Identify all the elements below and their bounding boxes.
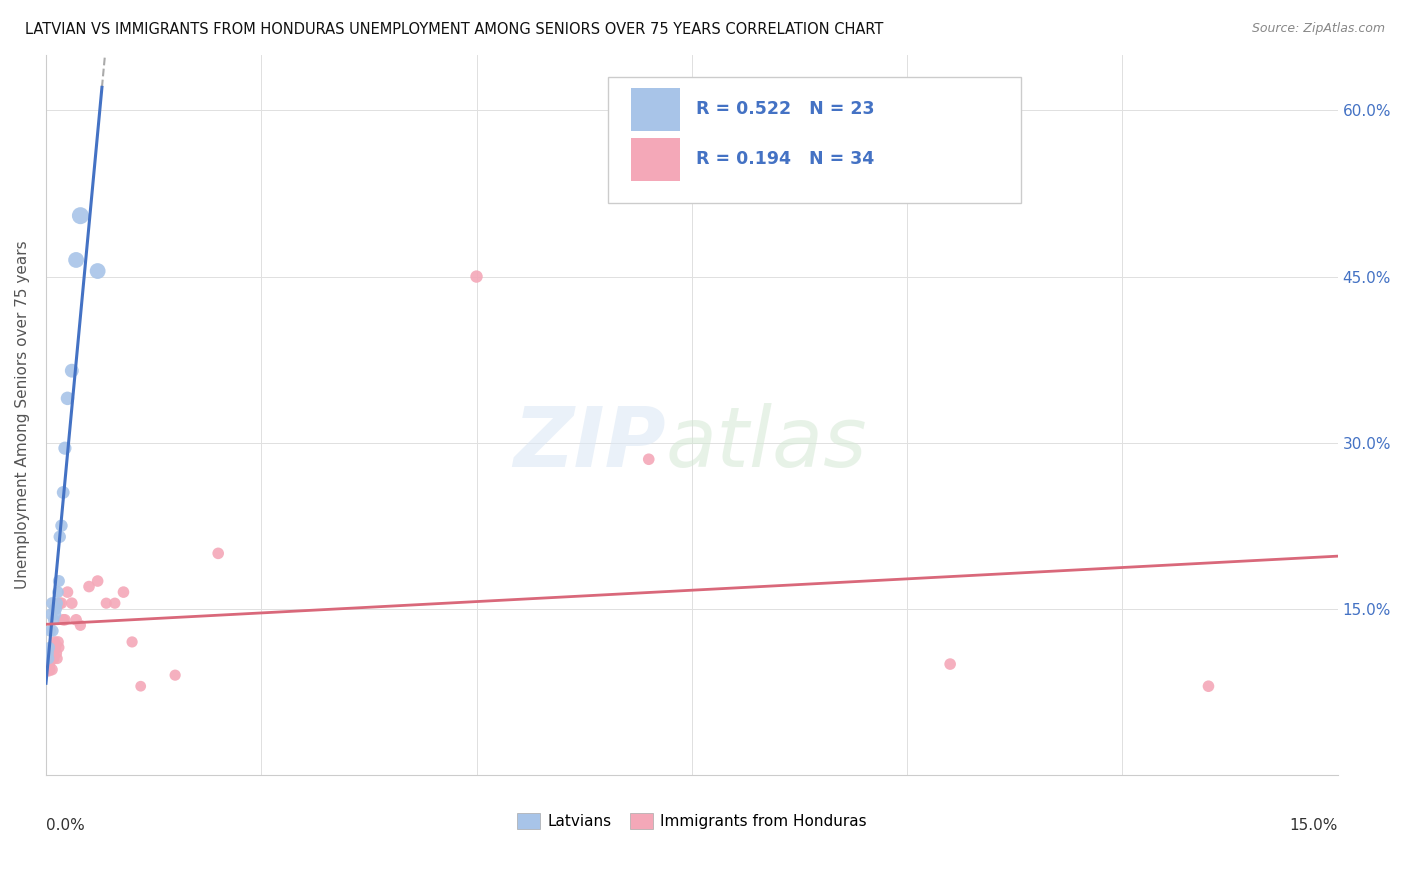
Point bbox=[39, 607, 62, 622]
Text: atlas: atlas bbox=[666, 403, 868, 484]
Point bbox=[129, 679, 152, 693]
Point bbox=[60, 364, 83, 378]
Legend: Latvians, Immigrants from Honduras: Latvians, Immigrants from Honduras bbox=[510, 807, 873, 836]
Y-axis label: Unemployment Among Seniors over 75 years: Unemployment Among Seniors over 75 years bbox=[15, 241, 30, 590]
Point bbox=[56, 392, 79, 406]
Point bbox=[48, 596, 70, 610]
Point bbox=[96, 596, 118, 610]
Point bbox=[37, 646, 59, 660]
Point bbox=[51, 596, 73, 610]
Text: R = 0.194   N = 34: R = 0.194 N = 34 bbox=[696, 151, 875, 169]
Point bbox=[637, 452, 659, 467]
Point bbox=[46, 585, 69, 599]
Point bbox=[41, 663, 63, 677]
Point bbox=[46, 651, 69, 665]
Point bbox=[48, 530, 70, 544]
Point bbox=[65, 613, 87, 627]
Text: 15.0%: 15.0% bbox=[1289, 818, 1337, 833]
Point bbox=[65, 252, 87, 267]
Point bbox=[112, 585, 135, 599]
Point bbox=[56, 585, 79, 599]
Point bbox=[1198, 679, 1220, 693]
Point bbox=[38, 651, 60, 665]
Point bbox=[38, 663, 60, 677]
Text: R = 0.522   N = 23: R = 0.522 N = 23 bbox=[696, 100, 875, 118]
FancyBboxPatch shape bbox=[607, 77, 1021, 202]
Point bbox=[52, 485, 75, 500]
Bar bbox=[631, 87, 681, 131]
Point bbox=[48, 640, 70, 655]
Point bbox=[44, 635, 66, 649]
Point bbox=[48, 574, 70, 588]
Point bbox=[69, 209, 91, 223]
Point bbox=[53, 613, 76, 627]
Point bbox=[42, 640, 65, 655]
Point bbox=[44, 607, 66, 622]
Point bbox=[44, 640, 66, 655]
Point bbox=[42, 624, 65, 638]
Point bbox=[939, 657, 962, 671]
Point bbox=[51, 518, 73, 533]
Point bbox=[39, 651, 62, 665]
Point bbox=[104, 596, 127, 610]
Point bbox=[39, 646, 62, 660]
Point bbox=[38, 640, 60, 655]
Text: ZIP: ZIP bbox=[513, 403, 666, 484]
Point bbox=[86, 264, 108, 278]
Point bbox=[207, 546, 229, 560]
Point bbox=[45, 601, 67, 615]
Bar bbox=[631, 138, 681, 181]
Point bbox=[37, 657, 59, 671]
Text: 0.0%: 0.0% bbox=[46, 818, 84, 833]
Text: Source: ZipAtlas.com: Source: ZipAtlas.com bbox=[1251, 22, 1385, 36]
Point bbox=[165, 668, 187, 682]
Point bbox=[44, 601, 66, 615]
Point bbox=[42, 613, 65, 627]
Point bbox=[77, 580, 100, 594]
Point bbox=[41, 596, 63, 610]
Point bbox=[53, 441, 76, 455]
Point bbox=[46, 596, 69, 610]
Point bbox=[465, 269, 488, 284]
Point bbox=[86, 574, 108, 588]
Point bbox=[69, 618, 91, 632]
Text: LATVIAN VS IMMIGRANTS FROM HONDURAS UNEMPLOYMENT AMONG SENIORS OVER 75 YEARS COR: LATVIAN VS IMMIGRANTS FROM HONDURAS UNEM… bbox=[25, 22, 884, 37]
Point bbox=[60, 596, 83, 610]
Point bbox=[52, 613, 75, 627]
Point bbox=[46, 635, 69, 649]
Point bbox=[45, 646, 67, 660]
Point bbox=[39, 624, 62, 638]
Point bbox=[121, 635, 143, 649]
Point bbox=[42, 651, 65, 665]
